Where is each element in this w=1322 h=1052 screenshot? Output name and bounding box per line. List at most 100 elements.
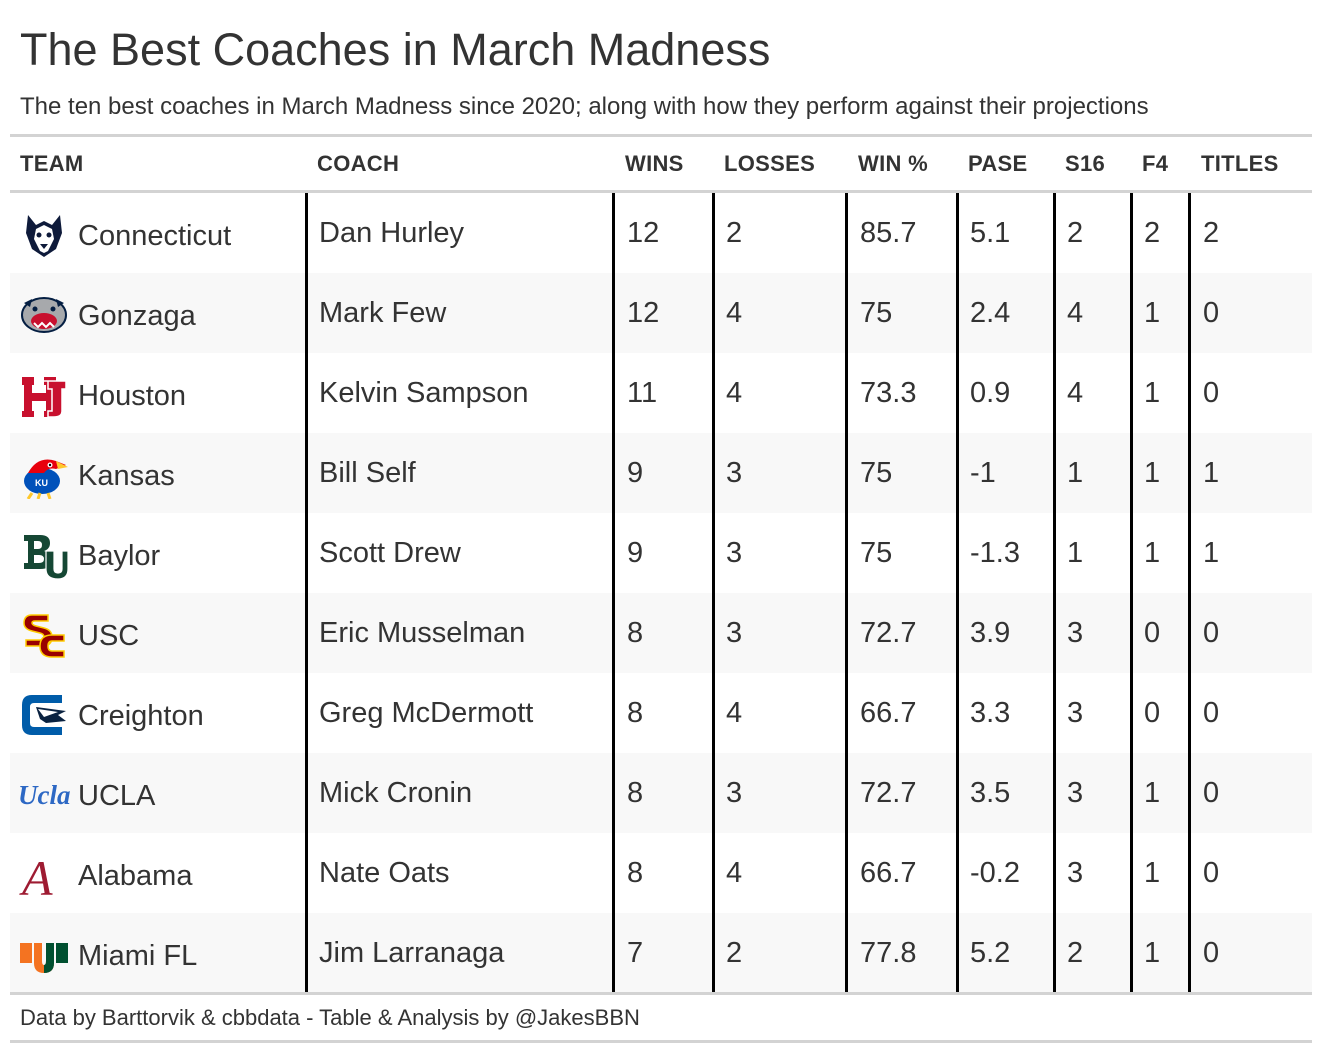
column-header-coach: COACH (317, 151, 400, 176)
team-cell: Connecticut (10, 193, 300, 273)
f4-value: 1 (1144, 777, 1161, 809)
team-cell: USC (10, 593, 300, 673)
ucla-script-logo: Ucla (18, 771, 70, 819)
titles-value: 1 (1203, 457, 1220, 489)
wins-value: 8 (627, 857, 644, 889)
wins-value: 8 (627, 697, 644, 729)
pase-value: 3.3 (970, 697, 1011, 729)
table-row: Miami FL Jim Larranaga 7 2 77.8 5.2 2 1 0 (10, 913, 1312, 993)
titles-value: 0 (1203, 937, 1220, 969)
coach-value: Mick Cronin (319, 777, 473, 809)
titles-value: 0 (1203, 777, 1220, 809)
team-name: UCLA (78, 780, 156, 812)
svg-text:KU: KU (35, 478, 48, 488)
table-row: Ucla UCLA Mick Cronin 8 3 72.7 3.5 3 1 0 (10, 753, 1312, 833)
team-cell: Gonzaga (10, 273, 300, 353)
table-row: Connecticut Dan Hurley 12 2 85.7 5.1 2 2 2 (10, 193, 1312, 273)
header-rule (10, 190, 1312, 193)
win-pct-value: 75 (860, 537, 893, 569)
titles-value: 0 (1203, 617, 1220, 649)
titles-value: 0 (1203, 697, 1220, 729)
svg-text:Ucla: Ucla (18, 780, 70, 810)
table-title: The Best Coaches in March Madness (20, 24, 771, 75)
table-row: Houston Kelvin Sampson 11 4 73.3 0.9 4 1 0 (10, 353, 1312, 433)
column-divider (612, 193, 615, 993)
f4-value: 1 (1144, 537, 1161, 569)
s16-value: 3 (1067, 697, 1084, 729)
table-row: USC Eric Musselman 8 3 72.7 3.9 3 0 0 (10, 593, 1312, 673)
table-row: Creighton Greg McDermott 8 4 66.7 3.3 3 0 0 (10, 673, 1312, 753)
win-pct-value: 66.7 (860, 857, 917, 889)
wins-value: 12 (627, 297, 660, 329)
column-header-titles: TITLES (1201, 151, 1279, 176)
column-header-team: TEAM (20, 151, 84, 176)
s16-value: 1 (1067, 537, 1084, 569)
coach-value: Greg McDermott (319, 697, 534, 729)
losses-value: 3 (726, 777, 743, 809)
f4-value: 1 (1144, 937, 1161, 969)
wins-value: 11 (627, 377, 658, 409)
creighton-bluejay-logo (18, 691, 70, 739)
pase-value: -0.2 (970, 857, 1020, 889)
losses-value: 3 (726, 457, 743, 489)
win-pct-value: 72.7 (860, 777, 917, 809)
column-header-losses: LOSSES (724, 151, 816, 176)
table-subtitle: The ten best coaches in March Madness si… (20, 93, 1149, 120)
coach-value: Bill Self (319, 457, 416, 489)
column-header-row: TEAM COACH WINS LOSSES WIN % PASE S16 F4… (10, 137, 1312, 190)
source-note: Data by Barttorvik & cbbdata - Table & A… (20, 1005, 640, 1030)
s16-value: 4 (1067, 297, 1084, 329)
s16-value: 2 (1067, 217, 1084, 249)
win-pct-value: 77.8 (860, 937, 917, 969)
pase-value: 2.4 (970, 297, 1011, 329)
titles-value: 1 (1203, 537, 1220, 569)
team-cell: Miami FL (10, 913, 300, 993)
f4-value: 1 (1144, 297, 1161, 329)
team-name: Gonzaga (78, 300, 196, 332)
win-pct-value: 75 (860, 457, 893, 489)
coach-value: Dan Hurley (319, 217, 465, 249)
pase-value: -1 (970, 457, 996, 489)
f4-value: 1 (1144, 377, 1161, 409)
s16-value: 2 (1067, 937, 1084, 969)
losses-value: 3 (726, 617, 743, 649)
kansas-jayhawk-logo: KU (18, 451, 70, 499)
baylor-bu-logo (18, 531, 70, 579)
wins-value: 7 (627, 937, 644, 969)
pase-value: 0.9 (970, 377, 1011, 409)
f4-value: 1 (1144, 857, 1161, 889)
column-divider (1130, 193, 1133, 993)
losses-value: 2 (726, 217, 743, 249)
column-header-wins: WINS (625, 151, 684, 176)
column-header-win-pct: WIN % (858, 151, 928, 176)
uconn-husky-logo (18, 211, 70, 259)
losses-value: 3 (726, 537, 743, 569)
team-name: Creighton (78, 700, 204, 732)
miami-u-logo (18, 931, 70, 979)
pase-value: 5.2 (970, 937, 1011, 969)
titles-value: 0 (1203, 297, 1220, 329)
coach-value: Kelvin Sampson (319, 377, 529, 409)
pase-value: -1.3 (970, 537, 1020, 569)
titles-value: 2 (1203, 217, 1220, 249)
team-name: Alabama (78, 860, 193, 892)
bottom-rule (10, 992, 1312, 995)
table-body: Connecticut Dan Hurley 12 2 85.7 5.1 2 2 2 Gonzag… (10, 193, 1312, 993)
alabama-script-a-logo: A (18, 851, 70, 899)
pase-value: 3.9 (970, 617, 1011, 649)
losses-value: 4 (726, 697, 743, 729)
coach-value: Eric Musselman (319, 617, 526, 649)
f4-value: 2 (1144, 217, 1161, 249)
team-name: Baylor (78, 540, 161, 572)
s16-value: 3 (1067, 857, 1084, 889)
gonzaga-bulldog-logo (18, 291, 70, 339)
f4-value: 0 (1144, 697, 1161, 729)
coach-value: Mark Few (319, 297, 447, 329)
win-pct-value: 66.7 (860, 697, 917, 729)
column-header-f4: F4 (1142, 151, 1169, 176)
coach-value: Nate Oats (319, 857, 450, 889)
column-header-s16: S16 (1065, 151, 1106, 176)
usc-sc-logo (18, 611, 70, 659)
s16-value: 4 (1067, 377, 1084, 409)
f4-value: 1 (1144, 457, 1161, 489)
